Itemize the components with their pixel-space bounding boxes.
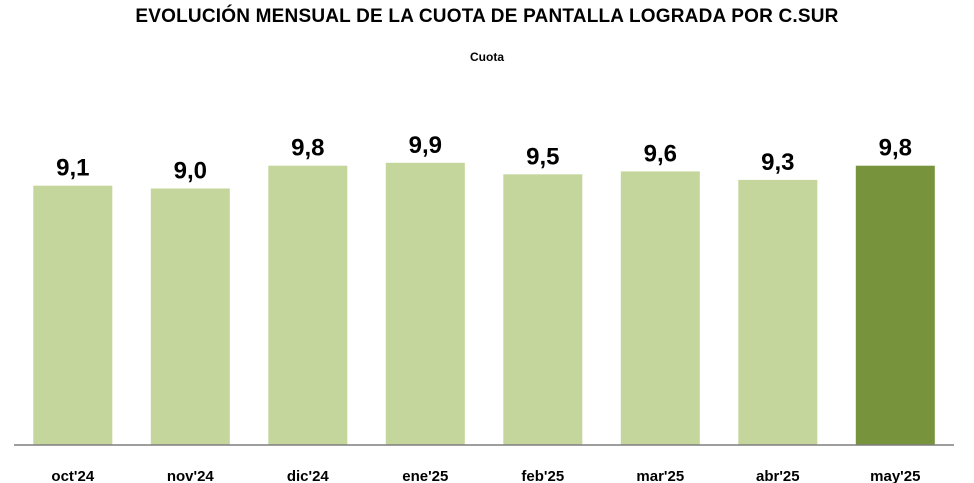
- bar-nov'24: [150, 188, 230, 445]
- x-tick-label-dic'24: dic'24: [287, 468, 330, 483]
- value-label-feb'25: 9,5: [526, 143, 559, 170]
- value-label-abr'25: 9,3: [761, 149, 794, 176]
- x-tick-labels-layer: oct'24 nov'24 dic'24 ene'25 feb'25 mar'25 abr'…: [51, 468, 920, 483]
- bar-mar'25: [620, 171, 700, 445]
- bar-abr'25: [738, 179, 818, 445]
- value-label-mar'25: 9,6: [644, 140, 677, 167]
- chart-title: EVOLUCIÓN MENSUAL DE LA CUOTA DE PANTALL…: [135, 6, 839, 27]
- bar-dic'24: [268, 165, 348, 445]
- value-labels-layer: 9,1 9,0 9,8 9,9 9,5 9,6 9,3 9,8: [56, 132, 912, 185]
- chart-subtitle: Cuota: [470, 50, 504, 64]
- value-label-ene'25: 9,9: [409, 132, 442, 159]
- x-tick-label-may'25: may'25: [870, 468, 920, 483]
- x-tick-label-oct'24: oct'24: [51, 468, 94, 483]
- x-tick-label-ene'25: ene'25: [402, 468, 448, 483]
- x-tick-label-feb'25: feb'25: [521, 468, 564, 483]
- value-label-may'25: 9,8: [879, 135, 912, 162]
- bar-feb'25: [503, 174, 583, 446]
- x-tick-label-abr'25: abr'25: [756, 468, 800, 483]
- bar-may'25: [855, 165, 935, 445]
- value-label-nov'24: 9,0: [174, 158, 207, 185]
- bar-ene'25: [385, 162, 465, 446]
- bars-layer: [33, 162, 935, 446]
- x-tick-label-nov'24: nov'24: [167, 468, 215, 483]
- x-tick-label-mar'25: mar'25: [636, 468, 684, 483]
- bar-oct'24: [33, 185, 113, 445]
- value-label-oct'24: 9,1: [56, 155, 89, 182]
- value-label-dic'24: 9,8: [291, 135, 324, 162]
